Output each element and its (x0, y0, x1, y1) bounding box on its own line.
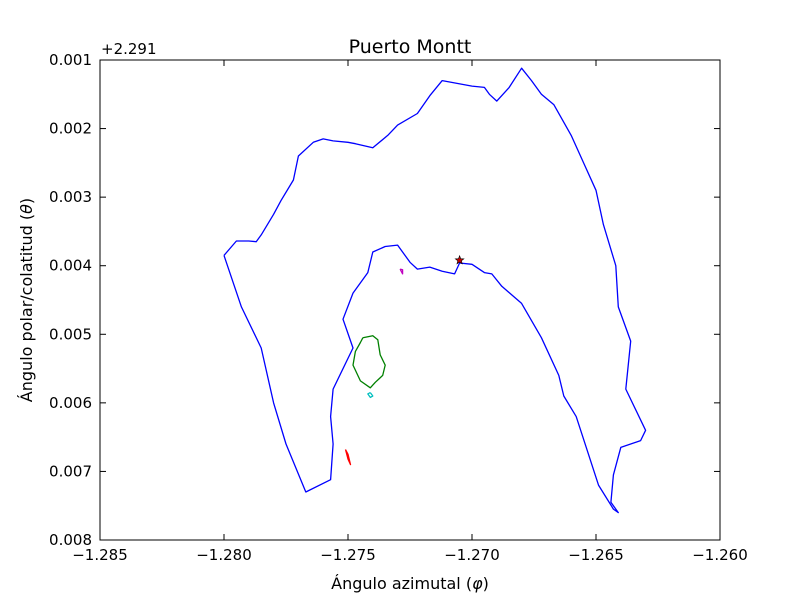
y-offset-text: +2.291 (101, 40, 157, 58)
plot-content (223, 67, 647, 514)
y-tick-label: 0.001 (49, 51, 92, 69)
y-tick-label: 0.004 (49, 257, 92, 275)
star-marker (454, 254, 465, 265)
x-tick-label: −1.275 (320, 546, 376, 564)
series-line-0 (223, 67, 647, 514)
y-tick-label: 0.003 (49, 188, 92, 206)
axes-frame (99, 59, 721, 541)
series-line-4 (399, 268, 404, 275)
series-line-2 (367, 392, 374, 399)
chart-title: Puerto Montt (349, 36, 472, 58)
series-line-1 (352, 335, 386, 389)
x-tick-label: −1.260 (692, 546, 748, 564)
series-line-3 (344, 449, 352, 466)
y-tick-label: 0.007 (49, 462, 92, 480)
x-tick-label: −1.265 (568, 546, 624, 564)
y-tick-label: 0.005 (49, 325, 92, 343)
y-tick-label: 0.002 (49, 120, 92, 138)
x-tick-label: −1.280 (196, 546, 252, 564)
y-axis-ticks: 0.001 0.002 0.003 0.004 0.005 0.006 0.007 0.008 (49, 51, 720, 549)
x-axis-label: Ángulo azimutal (φ) (331, 574, 489, 593)
x-tick-label: −1.270 (444, 546, 500, 564)
x-axis-ticks: −1.285 −1.280 −1.275 −1.270 −1.265 −1.260 (72, 60, 748, 564)
x-tick-label: −1.285 (72, 546, 128, 564)
y-axis-label: Ángulo polar/colatitud (θ) (17, 198, 36, 402)
y-tick-label: 0.008 (49, 531, 92, 549)
y-tick-label: 0.006 (49, 394, 92, 412)
